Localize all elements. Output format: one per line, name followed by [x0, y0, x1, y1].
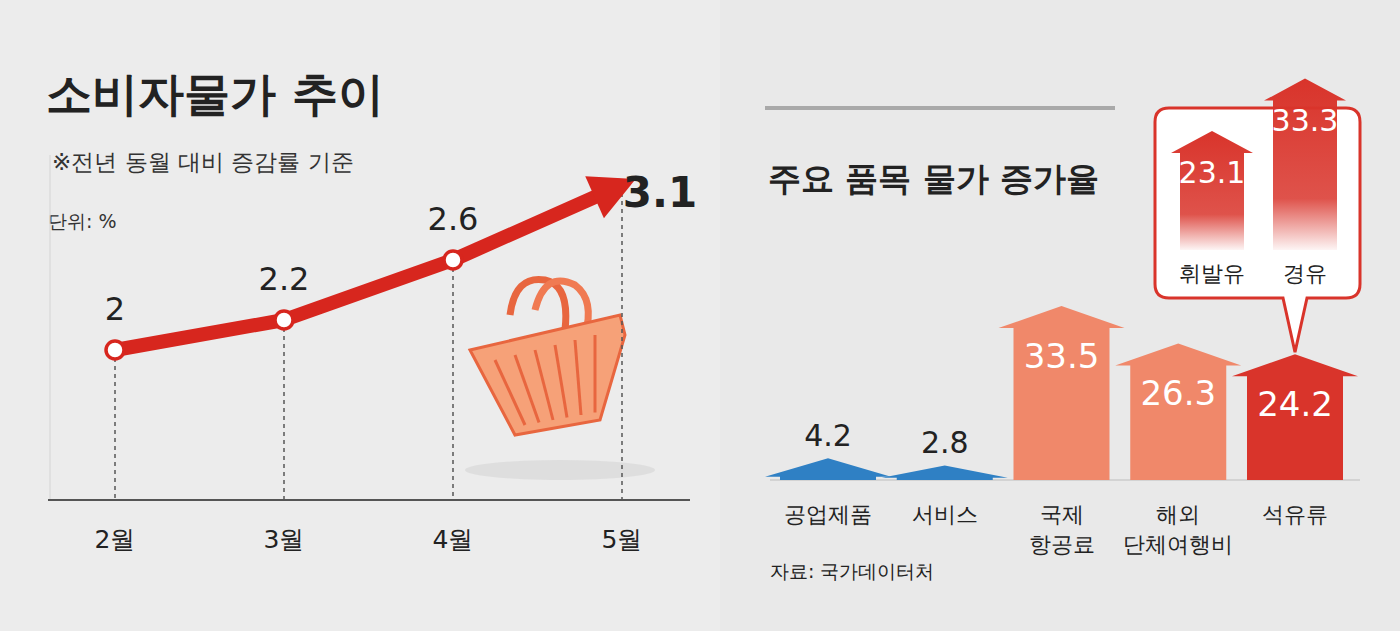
point-marker	[106, 341, 124, 359]
subtitle: ※전년 동월 대비 증감률 기준	[52, 149, 354, 175]
label-line: 국제	[1040, 502, 1084, 527]
source: 자료: 국가데이터처	[770, 560, 934, 582]
label-line: 석유류	[1262, 502, 1328, 527]
label-line: 해외	[1156, 502, 1200, 527]
drop-line	[114, 350, 116, 500]
data-label: 33.5	[1024, 336, 1100, 376]
x-tick-label: 해외단체여행비	[1123, 502, 1233, 557]
arrow-bar	[1115, 343, 1241, 480]
arrow-bar	[1171, 131, 1253, 250]
arrow-bar	[1232, 354, 1358, 480]
unit-label: 단위: %	[48, 210, 117, 232]
x-tick-label: 4월	[433, 525, 474, 554]
data-label: 3.1	[623, 168, 697, 217]
plot-area	[106, 176, 636, 500]
arrow-bar	[765, 458, 891, 480]
label-line: 단체여행비	[1123, 532, 1233, 557]
drop-line	[283, 320, 285, 500]
basket-icon	[465, 279, 655, 480]
x-tick-label: 공업제품	[784, 502, 872, 527]
basket-body	[470, 315, 625, 435]
data-label: 2.6	[428, 200, 479, 238]
arrow-bar	[1264, 79, 1346, 250]
plot-area	[1171, 79, 1346, 250]
background	[0, 0, 1400, 631]
x-tick-label: 경유	[1283, 261, 1327, 286]
x-tick-label: 휘발유	[1179, 261, 1245, 286]
plot-area	[765, 306, 1358, 480]
title: 소비자물가 추이	[46, 67, 384, 121]
data-label: 2.8	[921, 425, 969, 460]
x-axis-line	[48, 499, 690, 501]
label-line: 서비스	[912, 502, 978, 527]
label-line: 항공료	[1029, 532, 1095, 557]
chart-root: 소비자물가 추이 ※전년 동월 대비 증감률 기준단위: % 2 2.2 2.6 3.1 2…	[0, 0, 1400, 631]
data-label: 24.2	[1257, 384, 1333, 424]
data-label: 4.2	[804, 418, 852, 453]
basket-slat	[594, 335, 597, 413]
point-marker	[275, 311, 293, 329]
basket-slat	[515, 355, 539, 423]
x-tick-label: 3월	[264, 525, 305, 554]
basket-slat	[555, 345, 567, 418]
left-panel	[0, 0, 720, 631]
x-tick-label: 국제항공료	[1029, 502, 1095, 557]
title-rule	[765, 106, 1115, 110]
point-marker	[444, 251, 462, 269]
data-label: 23.1	[1179, 155, 1246, 190]
line-series	[115, 185, 622, 350]
data-label: 26.3	[1140, 373, 1216, 413]
title: 주요 품목 물가 증가율	[768, 159, 1099, 198]
basket-slat	[575, 340, 581, 415]
x-tick-label: 5월	[602, 525, 643, 554]
chart-svg: 소비자물가 추이 ※전년 동월 대비 증감률 기준단위: % 2 2.2 2.6 3.1 2…	[0, 0, 1400, 631]
basket-slat	[535, 350, 553, 420]
drop-line	[452, 260, 454, 500]
x-tick-label: 서비스	[912, 502, 978, 527]
x-tick-label: 석유류	[1262, 502, 1328, 527]
data-label: 33.3	[1272, 103, 1339, 138]
y-axis-line	[50, 155, 51, 500]
label-line: 공업제품	[784, 502, 872, 527]
data-label: 2.2	[259, 260, 310, 298]
basket-shadow	[465, 460, 655, 480]
x-tick-label: 2월	[95, 525, 136, 554]
arrow-bar	[999, 306, 1125, 480]
arrow-bar	[882, 465, 1008, 480]
data-label: 2	[105, 290, 125, 328]
drop-line	[621, 185, 623, 500]
